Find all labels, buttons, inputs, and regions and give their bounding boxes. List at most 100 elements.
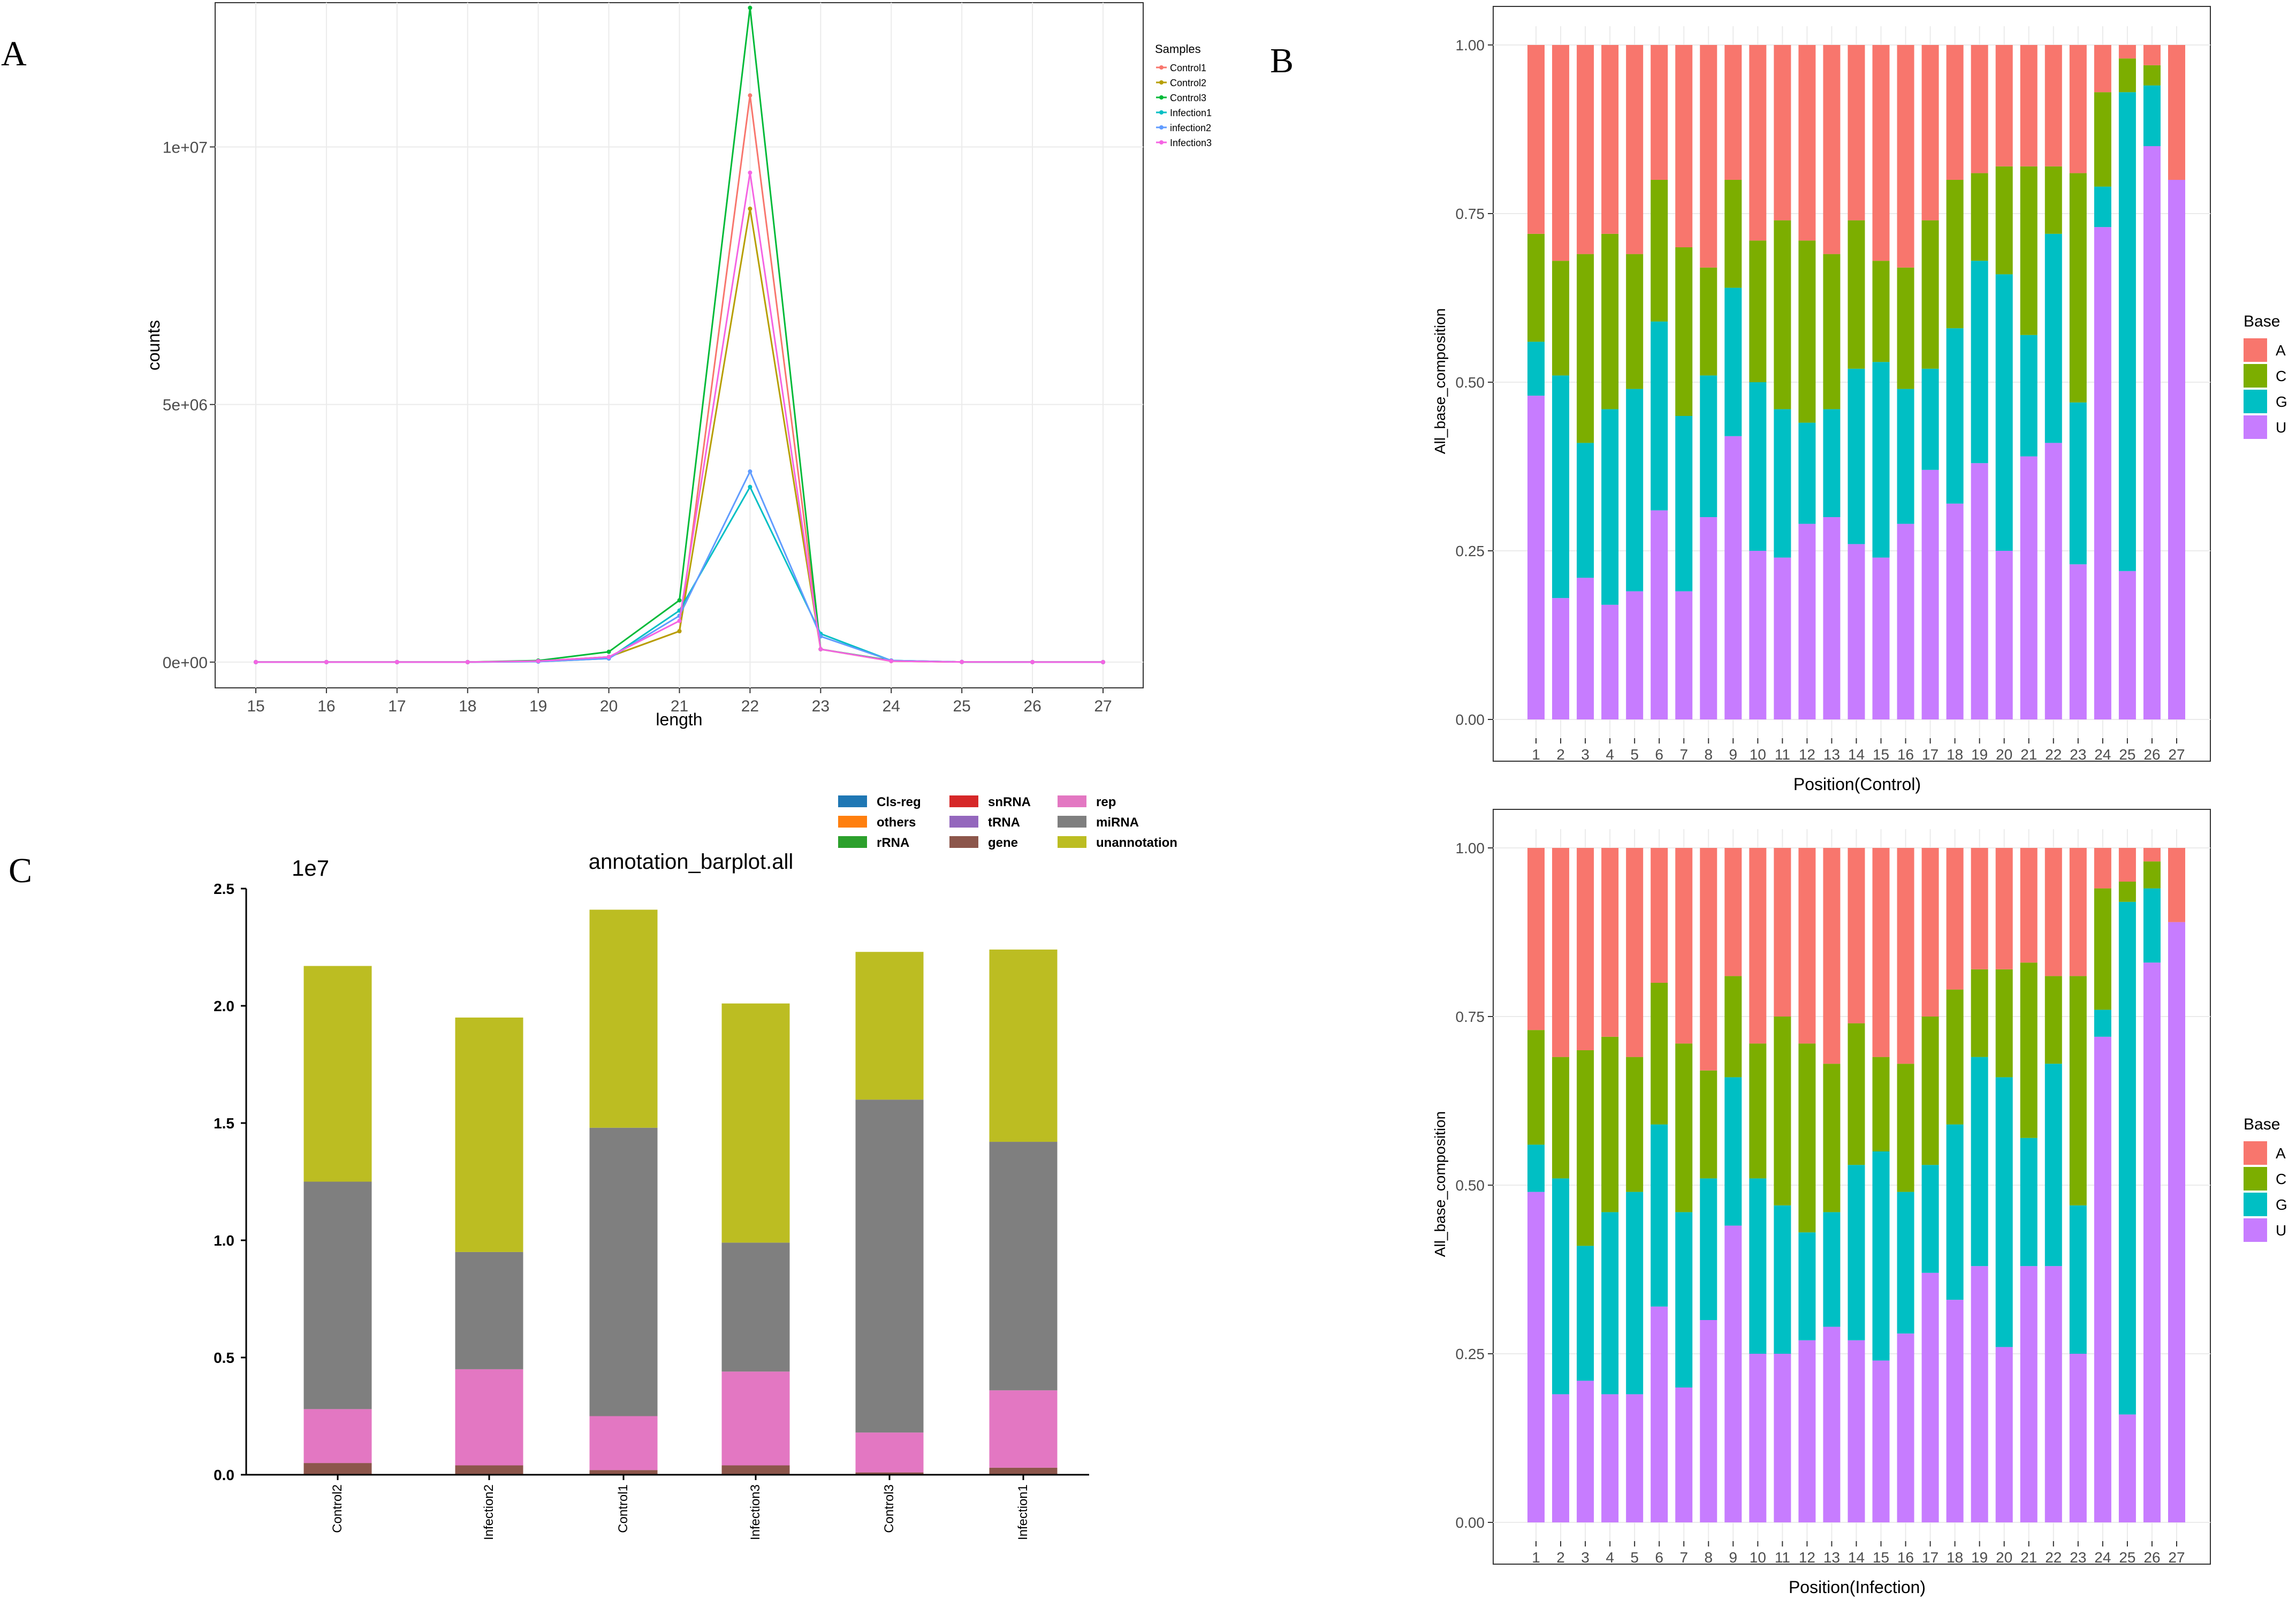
chart-b-control-bar-u-pos-22 <box>2044 443 2062 719</box>
chart-b-infection-bar-u-pos-9 <box>1724 1225 1742 1522</box>
chart-b-control-bar-c-pos-26 <box>2143 65 2161 86</box>
chart-b-control-bar-c-pos-7 <box>1675 247 1693 416</box>
chart-b-control-bar-u-pos-7 <box>1675 591 1693 719</box>
chart-c-x-tick-label: Control1 <box>616 1484 630 1533</box>
chart-b-control-bar-u-pos-21 <box>2020 456 2037 719</box>
chart-a-legend-dot-control3 <box>1159 95 1164 100</box>
chart-b-infection-bar-g-pos-5 <box>1626 1192 1644 1394</box>
chart-b-infection-bar-g-pos-22 <box>2044 1064 2062 1267</box>
chart-c-annotation-barplot: annotation_barplot.all 1e7 0.0 0.5 1.0 1.5 2… <box>214 795 1177 1540</box>
chart-c-legend-key-others <box>838 816 867 828</box>
chart-b-infection-bar-u-pos-24 <box>2094 1036 2111 1522</box>
chart-b-infection-x-tick-label: 2 <box>1556 1549 1565 1566</box>
chart-b-infection-bar-u-pos-19 <box>1971 1266 1988 1522</box>
chart-b-control-bar-u-pos-17 <box>1921 469 1939 719</box>
chart-b-infection-x-tick-label: 9 <box>1729 1549 1738 1566</box>
chart-b-infection-bar-c-pos-7 <box>1675 1043 1693 1212</box>
chart-b-control-legend-label: C <box>2276 368 2286 384</box>
chart-b-control-bar-u-pos-27 <box>2168 180 2185 719</box>
chart-b-control-bar-g-pos-7 <box>1675 416 1693 592</box>
chart-b-control-x-tick-label: 15 <box>1873 746 1889 763</box>
chart-b-infection-bar-g-pos-8 <box>1700 1178 1717 1320</box>
chart-b-infection-y-tick-label: 0.75 <box>1456 1008 1485 1025</box>
chart-b-control-bar-a-pos-17 <box>1921 45 1939 221</box>
chart-a-length-distribution: 0e+00 5e+06 1e+07 15 16 17 18 19 20 21 22 23 24 25 26… <box>144 2 1212 729</box>
chart-b-infection-x-tick-label: 10 <box>1750 1549 1766 1566</box>
chart-a-point-infection3-17 <box>394 659 399 664</box>
chart-b-control-x-tick-label: 10 <box>1750 746 1766 763</box>
chart-b-infection-bar-u-pos-1 <box>1527 1192 1545 1522</box>
chart-c-y-tick-label: 1.0 <box>214 1232 234 1249</box>
chart-c-legend-label: gene <box>988 836 1018 850</box>
chart-c-legend-key-trna <box>949 816 978 828</box>
chart-b-infection-x-tick-label: 27 <box>2168 1549 2185 1566</box>
chart-a-legend-label: infection2 <box>1170 123 1211 133</box>
chart-b-control-bar-g-pos-22 <box>2044 233 2062 443</box>
chart-b-control-bar-c-pos-23 <box>2069 173 2087 403</box>
chart-b-control-bar-a-pos-16 <box>1897 45 1914 268</box>
chart-b-infection-bar-c-pos-9 <box>1724 976 1742 1078</box>
chart-c-bar-mirna-infection2 <box>455 1252 523 1369</box>
chart-b-infection-legend-key-a <box>2244 1141 2267 1165</box>
chart-a-legend-label: Infection3 <box>1170 138 1212 148</box>
chart-b-control-bar-a-pos-7 <box>1675 45 1693 247</box>
chart-b-control-bar-u-pos-1 <box>1527 396 1545 719</box>
chart-a-legend-dot-infection3 <box>1159 140 1164 145</box>
chart-b-control-bar-a-pos-21 <box>2020 45 2037 166</box>
chart-b-control-bar-g-pos-14 <box>1848 368 1865 544</box>
chart-c-bar-rep-control2 <box>303 1409 372 1463</box>
chart-b-infection-bar-c-pos-21 <box>2020 962 2037 1138</box>
chart-c-legend-label: miRNA <box>1096 815 1139 830</box>
chart-b-control-x-tick-label: 9 <box>1729 746 1738 763</box>
chart-b-infection-bar-c-pos-17 <box>1921 1017 1939 1165</box>
chart-b-control-bar-g-pos-3 <box>1577 443 1594 578</box>
chart-b-infection-legend-label: A <box>2276 1145 2286 1162</box>
chart-b-control-bar-c-pos-14 <box>1848 220 1865 369</box>
chart-b-infection-bar-g-pos-4 <box>1601 1212 1619 1394</box>
chart-b-infection-y-axis-label: All_base_composition <box>1432 1111 1448 1257</box>
chart-b-infection-bar-a-pos-23 <box>2069 848 2087 976</box>
chart-b-control-bar-u-pos-12 <box>1798 524 1816 719</box>
chart-a-x-tick-label: 27 <box>1094 697 1112 715</box>
chart-b-control-bar-c-pos-15 <box>1872 261 1890 362</box>
chart-b-control-legend-label: U <box>2276 419 2286 436</box>
panel-label-b: B <box>1270 41 1294 80</box>
chart-b-infection-bar-a-pos-19 <box>1971 848 1988 969</box>
chart-b-control-bar-c-pos-13 <box>1823 254 1841 410</box>
chart-b-control-bar-u-pos-19 <box>1971 463 1988 719</box>
chart-b-control-bar-c-pos-20 <box>1995 166 2013 275</box>
chart-a-point-infection3-25 <box>960 659 964 664</box>
chart-a-x-tick-label: 24 <box>883 697 900 715</box>
chart-c-x-tick-label: Infection3 <box>748 1484 763 1540</box>
chart-c-legend-key-unannotation <box>1058 836 1086 848</box>
chart-b-infection-bar-a-pos-9 <box>1724 848 1742 976</box>
chart-b-infection-bar-u-pos-3 <box>1577 1381 1594 1522</box>
chart-c-legend-label: snRNA <box>988 795 1031 809</box>
chart-b-infection-bar-a-pos-1 <box>1527 848 1545 1030</box>
chart-b-control-bar-g-pos-1 <box>1527 342 1545 396</box>
chart-b-infection-x-tick-label: 21 <box>2020 1549 2037 1566</box>
chart-c-bar-gene-infection3 <box>721 1465 790 1475</box>
chart-b-infection-bar-u-pos-21 <box>2020 1266 2037 1522</box>
chart-b-infection-bar-a-pos-25 <box>2118 848 2136 882</box>
chart-b-control-bar-u-pos-6 <box>1651 510 1668 719</box>
chart-c-legend-label: Cls-reg <box>877 795 921 809</box>
chart-b-infection-bar-a-pos-15 <box>1872 848 1890 1057</box>
chart-a-point-control3-20 <box>606 649 611 654</box>
chart-c-legend-key-rep <box>1058 795 1086 807</box>
chart-b-infection-bar-c-pos-26 <box>2143 861 2161 889</box>
chart-b-infection-y-tick-label: 0.25 <box>1456 1346 1485 1362</box>
chart-c-bar-mirna-control2 <box>303 1181 372 1409</box>
chart-b-infection-bar-a-pos-8 <box>1700 848 1717 1071</box>
chart-a-legend-title: Samples <box>1155 42 1201 56</box>
chart-b-infection-legend-key-c <box>2244 1167 2267 1190</box>
chart-b-control-bar-u-pos-2 <box>1552 598 1570 719</box>
chart-b-control-bar-u-pos-23 <box>2069 564 2087 719</box>
chart-c-legend: Cls-reg others rRNA snRNA tRNA gene rep miRNA un… <box>838 795 1177 850</box>
chart-c-bar-unannotation-infection1 <box>989 949 1058 1142</box>
chart-c-exponent-label: 1e7 <box>292 855 329 881</box>
chart-b-control-x-tick-label: 24 <box>2094 746 2111 763</box>
chart-b-control-y-tick-label: 0.00 <box>1456 711 1485 728</box>
chart-a-x-tick-label: 16 <box>317 697 335 715</box>
